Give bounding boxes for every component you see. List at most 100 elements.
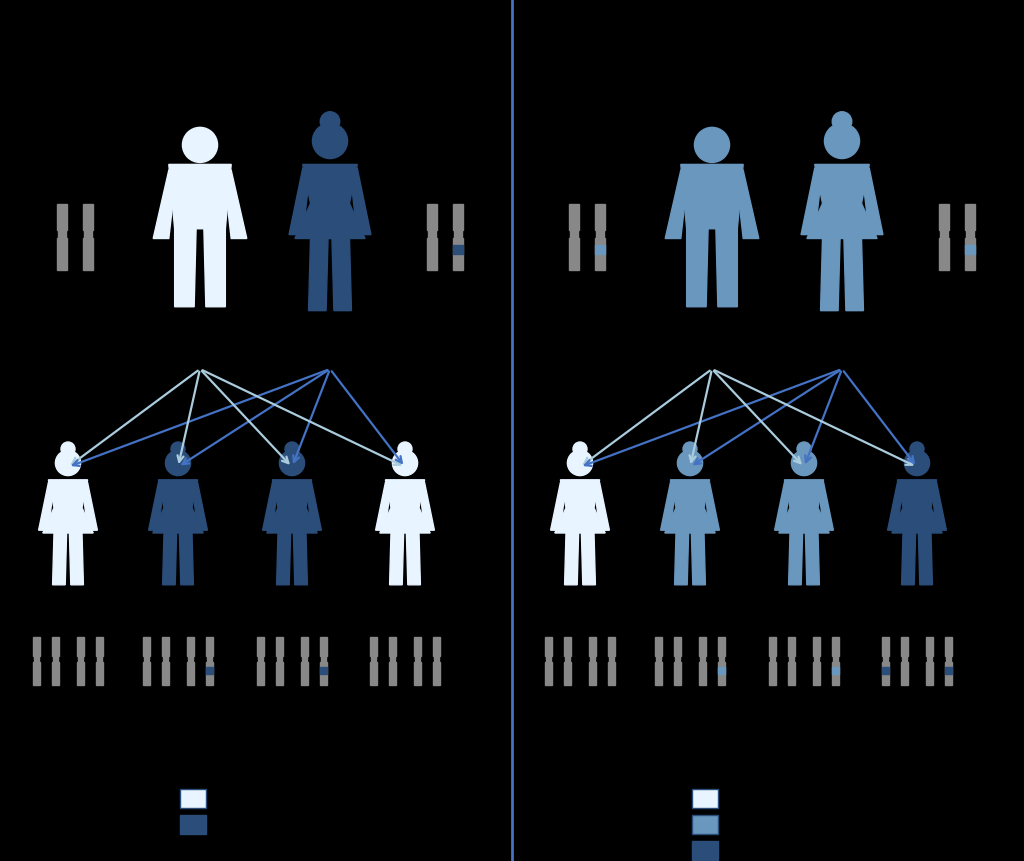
Bar [655,662,663,685]
Circle shape [792,451,816,476]
Bar [788,662,795,685]
Bar [569,239,579,270]
Polygon shape [551,483,566,530]
Polygon shape [332,239,351,312]
Bar [371,662,377,685]
Bar [692,789,718,808]
Bar [52,656,58,662]
Polygon shape [806,533,819,585]
Polygon shape [779,480,829,533]
Bar [655,637,663,656]
Bar [302,656,307,662]
Bar [700,656,706,662]
Bar [699,637,706,656]
Bar [788,656,794,662]
Bar [564,662,570,685]
Bar [883,662,889,685]
Polygon shape [861,169,883,235]
Bar [188,656,194,662]
Bar [258,656,263,662]
Circle shape [678,451,702,476]
Bar [162,662,169,685]
Circle shape [694,128,729,164]
Bar [427,239,436,270]
Polygon shape [204,230,225,307]
Bar [371,637,377,656]
Bar [966,239,975,270]
Polygon shape [389,533,403,585]
Bar [595,245,604,255]
Bar [590,656,595,662]
Polygon shape [888,483,903,530]
Bar [718,667,725,674]
Bar [415,637,421,656]
Bar [454,239,463,270]
Bar [276,662,283,685]
Bar [883,667,889,674]
Bar [596,231,604,239]
Polygon shape [660,483,676,530]
Bar [769,637,776,656]
Bar [546,656,551,662]
Polygon shape [788,533,803,585]
Polygon shape [169,165,231,230]
Bar [143,637,151,656]
Bar [428,231,436,239]
Bar [569,205,579,231]
Bar [427,205,436,231]
Circle shape [312,124,347,159]
Bar [674,637,681,656]
Bar [939,239,948,270]
Circle shape [573,443,587,456]
Circle shape [182,128,217,164]
Bar [77,662,84,685]
Bar [301,662,308,685]
Bar [96,637,102,656]
Polygon shape [665,480,715,533]
Bar [902,656,907,662]
Polygon shape [306,483,322,530]
Bar [901,637,907,656]
Circle shape [285,443,299,456]
Bar [415,656,420,662]
Polygon shape [276,533,291,585]
Bar [83,205,92,231]
Bar [813,662,820,685]
Polygon shape [295,165,366,239]
Bar [454,205,463,231]
Bar [57,239,67,270]
Bar [319,637,327,656]
Bar [180,815,206,834]
Bar [207,656,212,662]
Bar [187,662,194,685]
Circle shape [392,451,418,476]
Bar [769,662,776,685]
Bar [206,637,213,656]
Bar [814,656,819,662]
Bar [257,637,264,656]
Polygon shape [175,230,197,307]
Bar [945,662,951,685]
Circle shape [910,443,924,456]
Polygon shape [582,533,595,585]
Bar [389,637,395,656]
Polygon shape [308,239,328,312]
Bar [433,662,439,685]
Polygon shape [267,480,317,533]
Bar [608,656,614,662]
Circle shape [797,443,811,456]
Bar [390,656,395,662]
Bar [939,205,948,231]
Bar [143,662,151,685]
Polygon shape [154,171,176,239]
Bar [945,637,951,656]
Bar [389,662,395,685]
Bar [595,239,604,270]
Polygon shape [594,483,609,530]
Bar [321,656,326,662]
Bar [699,662,706,685]
Polygon shape [716,230,737,307]
Polygon shape [687,230,709,307]
Polygon shape [675,533,688,585]
Polygon shape [919,533,933,585]
